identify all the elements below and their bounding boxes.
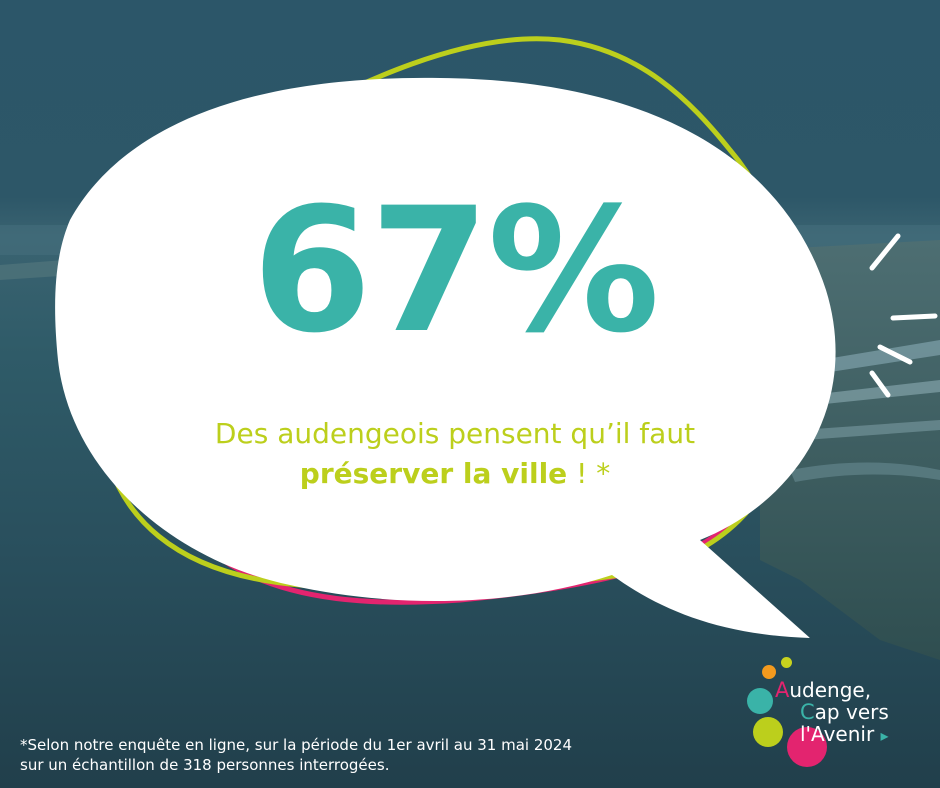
logo-text-2: ap vers	[814, 700, 889, 724]
caption-suffix: ! *	[567, 457, 611, 490]
marsh-channel	[790, 462, 940, 482]
caption: Des audengeois pensent qu’il faut préser…	[150, 414, 760, 494]
logo-arrow-icon: ▸	[880, 726, 889, 745]
logo-line-3: l'Avenir ▸	[800, 723, 889, 747]
footnote: *Selon notre enquête en ligne, sur la pé…	[20, 735, 640, 775]
logo-building-icon	[787, 727, 827, 767]
logo-line-1: Audenge,	[775, 679, 871, 701]
footnote-line-2: sur un échantillon de 318 personnes inte…	[20, 756, 390, 774]
logo-initial-a: A	[775, 678, 790, 702]
logo-line-2: Cap vers	[800, 701, 889, 723]
speech-bubble	[55, 77, 836, 638]
caption-line-1: Des audengeois pensent qu’il faut	[214, 417, 696, 450]
logo-dot-yellow-icon	[781, 657, 792, 668]
marsh-channel	[800, 420, 940, 440]
logo-people-icon	[747, 688, 773, 714]
marsh-channel	[820, 340, 940, 372]
caption-line-2: préserver la ville ! *	[150, 454, 760, 494]
logo-text-3: venir	[823, 722, 875, 746]
footnote-line-1: *Selon notre enquête en ligne, sur la pé…	[20, 736, 573, 754]
sparkle-strokes	[869, 233, 938, 398]
logo-leaf-icon	[753, 717, 783, 747]
headline-percentage: 67%	[252, 170, 660, 371]
logo-initial-la: l'A	[800, 722, 824, 746]
logo-initial-c: C	[800, 700, 815, 724]
marsh-channel	[810, 380, 940, 405]
logo-dot-orange-icon	[762, 665, 776, 679]
caption-strong-text: préserver la ville	[299, 457, 568, 490]
logo-text-1: udenge,	[789, 678, 872, 702]
brand-logo: Audenge, Cap vers l'Avenir ▸	[745, 655, 935, 780]
